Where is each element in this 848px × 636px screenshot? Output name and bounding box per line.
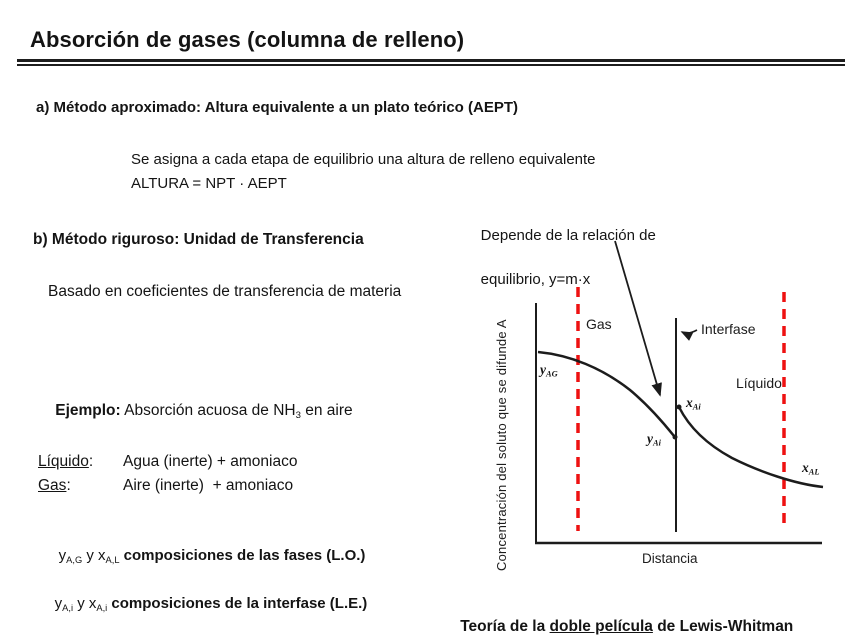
equilibrium-callout: Depende de la relación de equilibrio, y=… [464, 203, 656, 313]
section-b-text: Basado en coeficientes de transferencia … [48, 283, 402, 300]
page-title: Absorción de gases (columna de relleno) [30, 27, 465, 52]
section-a-text: Se asigna a cada etapa de equilibrio una… [131, 151, 596, 168]
diagram-x-axis-label: Distancia [642, 551, 698, 566]
section-b-heading: b) Método riguroso: Unidad de Transferen… [33, 231, 364, 248]
diagram-y-axis-label: Concentración del soluto que se difunde … [494, 319, 509, 571]
title-underline-rule [17, 59, 845, 66]
example-subscript: 3 [295, 410, 301, 422]
interface-label-arrow [680, 329, 698, 341]
equilibrium-callout-line1: Depende de la relación de [480, 227, 656, 244]
point-label-xAi: xAi [686, 395, 701, 412]
section-a-heading: a) Método aproximado: Altura equivalente… [36, 99, 518, 116]
gas-concentration-curve [537, 350, 675, 437]
example-text: Absorción acuosa de NH [120, 402, 296, 419]
figure-caption: Teoría de la doble película de Lewis-Whi… [460, 618, 794, 635]
equilibrium-arrow [614, 240, 662, 397]
liquid-phase-label: Líquido: [38, 453, 94, 470]
example-label: Ejemplo: [55, 402, 121, 419]
point-label-xAL: xAL [802, 460, 820, 477]
compositions-line2: yA,i y xA,i composiciones de la interfas… [54, 595, 368, 613]
interface-point-yAi [672, 434, 678, 440]
point-label-yAi: yAi [647, 431, 661, 448]
gas-phase-row: Gas: Aire (inerte) + amoniaco [38, 477, 293, 495]
section-a-formula: ALTURA = NPT · AEPT [131, 175, 287, 192]
gas-region-label: Gas [586, 316, 612, 332]
example-line: Ejemplo: Absorción acuosa de NH3 en aire [38, 384, 353, 438]
liquid-phase-row: Líquido: Agua (inerte) + amoniaco [38, 453, 297, 471]
liquid-phase-text: Agua (inerte) + amoniaco [123, 453, 298, 470]
point-label-yAG: yAG [540, 362, 558, 379]
liquid-region-label: Líquido [736, 375, 782, 391]
two-film-diagram-plot [535, 240, 824, 545]
compositions-line1: yA,G y xA,L composiciones de las fases (… [58, 547, 366, 565]
gas-phase-label: Gas: [38, 477, 71, 494]
two-film-diagram: Concentración del soluto que se difunde … [490, 195, 848, 607]
example-text-end: en aire [300, 402, 353, 419]
interface-point-xAi [676, 404, 682, 410]
gas-phase-text: Aire (inerte) + amoniaco [123, 477, 294, 494]
liquid-concentration-curve [677, 406, 824, 489]
interface-label: Interfase [701, 321, 756, 337]
equilibrium-callout-line2: equilibrio, y=m·x [480, 271, 591, 288]
